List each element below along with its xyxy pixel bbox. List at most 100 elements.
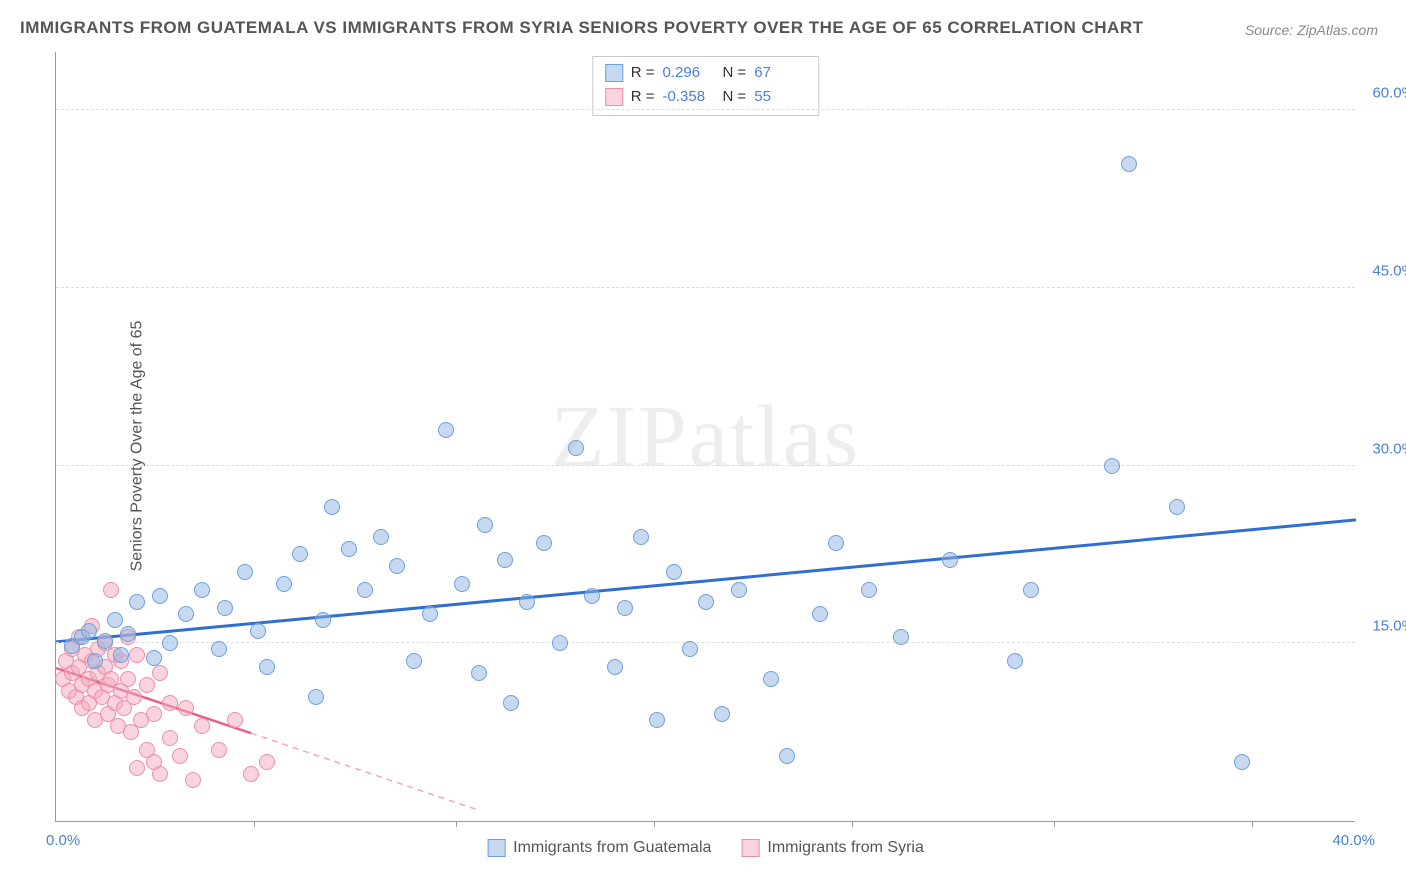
marker-syria bbox=[185, 772, 201, 788]
marker-guatemala bbox=[389, 558, 405, 574]
marker-guatemala bbox=[519, 594, 535, 610]
marker-guatemala bbox=[497, 552, 513, 568]
marker-guatemala bbox=[237, 564, 253, 580]
marker-syria bbox=[152, 665, 168, 681]
marker-syria bbox=[129, 647, 145, 663]
marker-guatemala bbox=[120, 626, 136, 642]
y-tick-label: 30.0% bbox=[1372, 440, 1406, 457]
x-tick-label: 40.0% bbox=[1332, 832, 1375, 849]
marker-guatemala bbox=[315, 612, 331, 628]
marker-guatemala bbox=[617, 600, 633, 616]
marker-syria bbox=[227, 712, 243, 728]
marker-guatemala bbox=[607, 659, 623, 675]
marker-guatemala bbox=[276, 576, 292, 592]
marker-guatemala bbox=[178, 606, 194, 622]
chart-title: IMMIGRANTS FROM GUATEMALA VS IMMIGRANTS … bbox=[20, 18, 1143, 38]
marker-guatemala bbox=[341, 541, 357, 557]
marker-syria bbox=[152, 766, 168, 782]
r-label: R = bbox=[631, 85, 655, 109]
n-value: 55 bbox=[754, 85, 806, 109]
r-label: R = bbox=[631, 61, 655, 85]
series-legend: Immigrants from Guatemala Immigrants fro… bbox=[487, 839, 924, 857]
r-value: -0.358 bbox=[663, 85, 715, 109]
scatter-plot-area: ZIPatlas R = 0.296 N = 67 R = -0.358 N =… bbox=[55, 52, 1355, 822]
y-tick-label: 45.0% bbox=[1372, 262, 1406, 279]
marker-guatemala bbox=[1023, 582, 1039, 598]
marker-guatemala bbox=[536, 535, 552, 551]
marker-syria bbox=[120, 671, 136, 687]
marker-guatemala bbox=[81, 623, 97, 639]
marker-guatemala bbox=[97, 633, 113, 649]
stats-row-guatemala: R = 0.296 N = 67 bbox=[605, 61, 807, 85]
x-tick bbox=[1252, 821, 1253, 827]
n-label: N = bbox=[723, 61, 747, 85]
marker-guatemala bbox=[682, 641, 698, 657]
legend-label: Immigrants from Syria bbox=[767, 839, 923, 857]
marker-guatemala bbox=[503, 695, 519, 711]
y-tick-label: 15.0% bbox=[1372, 618, 1406, 635]
correlation-stats-box: R = 0.296 N = 67 R = -0.358 N = 55 bbox=[592, 56, 820, 116]
marker-guatemala bbox=[552, 635, 568, 651]
marker-guatemala bbox=[763, 671, 779, 687]
x-tick bbox=[852, 821, 853, 827]
marker-guatemala bbox=[1169, 499, 1185, 515]
marker-guatemala bbox=[113, 647, 129, 663]
marker-guatemala bbox=[146, 650, 162, 666]
x-tick-label: 0.0% bbox=[46, 832, 80, 849]
marker-guatemala bbox=[308, 689, 324, 705]
marker-guatemala bbox=[194, 582, 210, 598]
marker-syria bbox=[172, 748, 188, 764]
marker-guatemala bbox=[568, 440, 584, 456]
x-tick bbox=[654, 821, 655, 827]
source-attribution: Source: ZipAtlas.com bbox=[1245, 22, 1378, 38]
marker-syria bbox=[126, 689, 142, 705]
marker-guatemala bbox=[477, 517, 493, 533]
marker-guatemala bbox=[828, 535, 844, 551]
marker-guatemala bbox=[87, 653, 103, 669]
swatch-pink-icon bbox=[605, 88, 623, 106]
trend-line bbox=[56, 520, 1356, 642]
marker-guatemala bbox=[107, 612, 123, 628]
marker-guatemala bbox=[259, 659, 275, 675]
gridline bbox=[56, 465, 1355, 466]
x-tick bbox=[456, 821, 457, 827]
marker-guatemala bbox=[731, 582, 747, 598]
marker-guatemala bbox=[1007, 653, 1023, 669]
marker-syria bbox=[162, 730, 178, 746]
trend-lines-svg bbox=[56, 52, 1356, 822]
marker-syria bbox=[243, 766, 259, 782]
marker-guatemala bbox=[471, 665, 487, 681]
n-value: 67 bbox=[754, 61, 806, 85]
marker-syria bbox=[162, 695, 178, 711]
marker-guatemala bbox=[211, 641, 227, 657]
marker-guatemala bbox=[373, 529, 389, 545]
marker-guatemala bbox=[812, 606, 828, 622]
marker-guatemala bbox=[861, 582, 877, 598]
marker-guatemala bbox=[633, 529, 649, 545]
marker-guatemala bbox=[942, 552, 958, 568]
marker-syria bbox=[194, 718, 210, 734]
swatch-pink-icon bbox=[741, 839, 759, 857]
gridline bbox=[56, 109, 1355, 110]
marker-guatemala bbox=[1121, 156, 1137, 172]
marker-guatemala bbox=[1234, 754, 1250, 770]
marker-guatemala bbox=[714, 706, 730, 722]
marker-syria bbox=[129, 760, 145, 776]
x-tick bbox=[1054, 821, 1055, 827]
marker-guatemala bbox=[438, 422, 454, 438]
trend-line bbox=[251, 733, 479, 810]
marker-guatemala bbox=[217, 600, 233, 616]
stats-row-syria: R = -0.358 N = 55 bbox=[605, 85, 807, 109]
marker-guatemala bbox=[649, 712, 665, 728]
marker-syria bbox=[103, 582, 119, 598]
swatch-blue-icon bbox=[605, 64, 623, 82]
marker-guatemala bbox=[779, 748, 795, 764]
marker-guatemala bbox=[152, 588, 168, 604]
gridline bbox=[56, 287, 1355, 288]
marker-syria bbox=[178, 700, 194, 716]
marker-guatemala bbox=[454, 576, 470, 592]
marker-guatemala bbox=[893, 629, 909, 645]
r-value: 0.296 bbox=[663, 61, 715, 85]
marker-guatemala bbox=[162, 635, 178, 651]
legend-label: Immigrants from Guatemala bbox=[513, 839, 711, 857]
